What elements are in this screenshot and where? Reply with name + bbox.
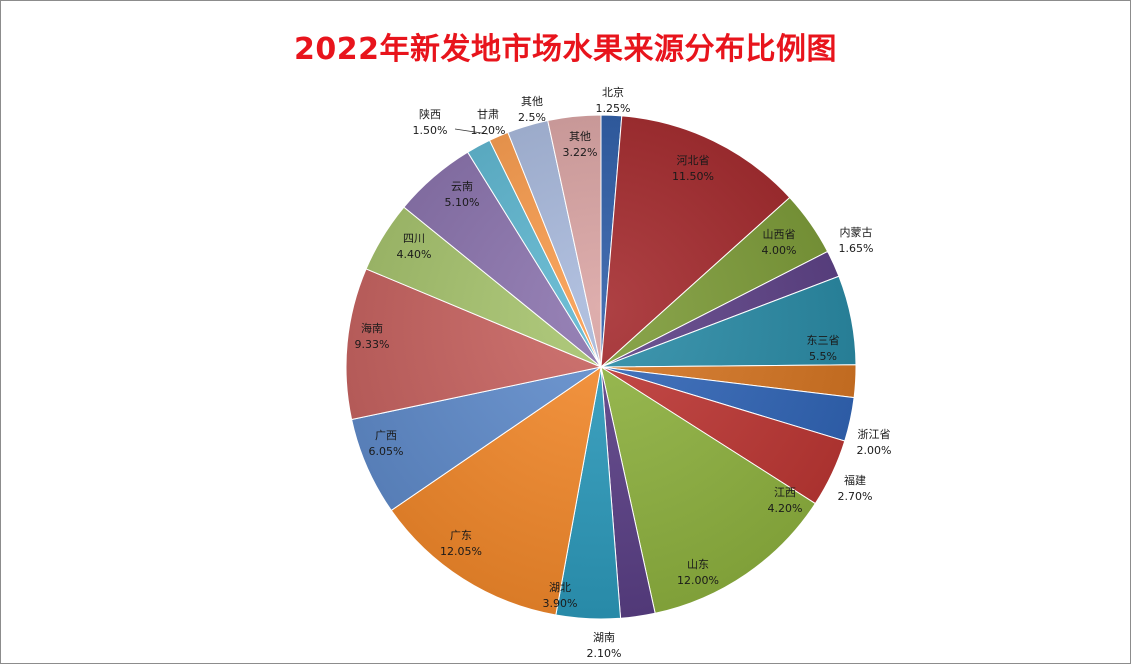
slice-name-label: 陕西 xyxy=(419,107,441,121)
slice-name-label: 北京 xyxy=(602,85,624,99)
slice-name-label: 甘肃 xyxy=(477,108,499,121)
slice-name-label: 浙江省 xyxy=(858,428,891,441)
slice-name-label: 海南 xyxy=(361,321,383,335)
slice-name-label: 湖北 xyxy=(549,581,571,594)
slice-percent-label: 12.05% xyxy=(440,545,482,558)
slice-percent-label: 4.20% xyxy=(768,502,803,515)
pie-slices xyxy=(345,114,857,620)
slice-percent-label: 1.20% xyxy=(471,124,506,137)
slice-name-label: 广东 xyxy=(450,529,472,542)
slice-name-label: 云南 xyxy=(451,180,473,193)
leader-lines xyxy=(454,128,489,135)
slice-20 xyxy=(547,114,602,368)
slice-name-label: 江西 xyxy=(774,486,796,499)
slice-percent-label: 2.00% xyxy=(857,444,892,457)
slice-name-label: 其他 xyxy=(569,130,591,143)
chart-title: 2022年新发地市场水果来源分布比例图 xyxy=(294,32,837,67)
slice-percent-label: 2.5% xyxy=(518,111,546,124)
slice-name-label: 湖南 xyxy=(593,631,615,644)
slice-percent-label: 1.25% xyxy=(596,102,631,115)
slice-percent-label: 2.70% xyxy=(838,490,873,503)
slice-name-label: 四川 xyxy=(403,232,425,245)
slice-percent-label: 5.10% xyxy=(445,196,480,209)
slice-percent-label: 4.40% xyxy=(397,248,432,261)
slice-percent-label: 9.33% xyxy=(355,338,390,351)
slice-percent-label: 12.00% xyxy=(677,574,719,587)
slice-percent-label: 4.00% xyxy=(762,244,797,257)
slice-percent-label: 2.10% xyxy=(587,647,622,660)
slice-name-label: 福建 xyxy=(844,473,866,487)
slice-name-label: 山西省 xyxy=(763,228,796,241)
slice-9 xyxy=(600,365,817,614)
slice-percent-label: 1.65% xyxy=(839,242,874,255)
slice-percent-label: 5.5% xyxy=(809,350,837,363)
slice-percent-label: 3.22% xyxy=(563,146,598,159)
slice-percent-label: 6.05% xyxy=(369,445,404,458)
slice-14 xyxy=(345,268,603,421)
slice-name-label: 广西 xyxy=(375,429,397,442)
slice-percent-label: 3.90% xyxy=(543,597,578,610)
leader-line xyxy=(454,128,489,135)
slice-name-label: 河北省 xyxy=(677,154,710,167)
slice-name-label: 内蒙古 xyxy=(840,225,873,239)
slice-labels: 北京 1.25% 河北省 11.50% 山西省 4.00% 内蒙古 1.65% 东三省 5.5% 浙… xyxy=(355,85,892,660)
slice-12 xyxy=(390,365,602,616)
slice-2 xyxy=(600,115,791,369)
slice-percent-label: 11.50% xyxy=(672,170,714,183)
slice-name-label: 山东 xyxy=(687,558,709,571)
slice-percent-label: 1.50% xyxy=(413,124,448,137)
slice-name-label: 其他 xyxy=(521,95,543,108)
slice-name-label: 东三省 xyxy=(807,334,840,347)
